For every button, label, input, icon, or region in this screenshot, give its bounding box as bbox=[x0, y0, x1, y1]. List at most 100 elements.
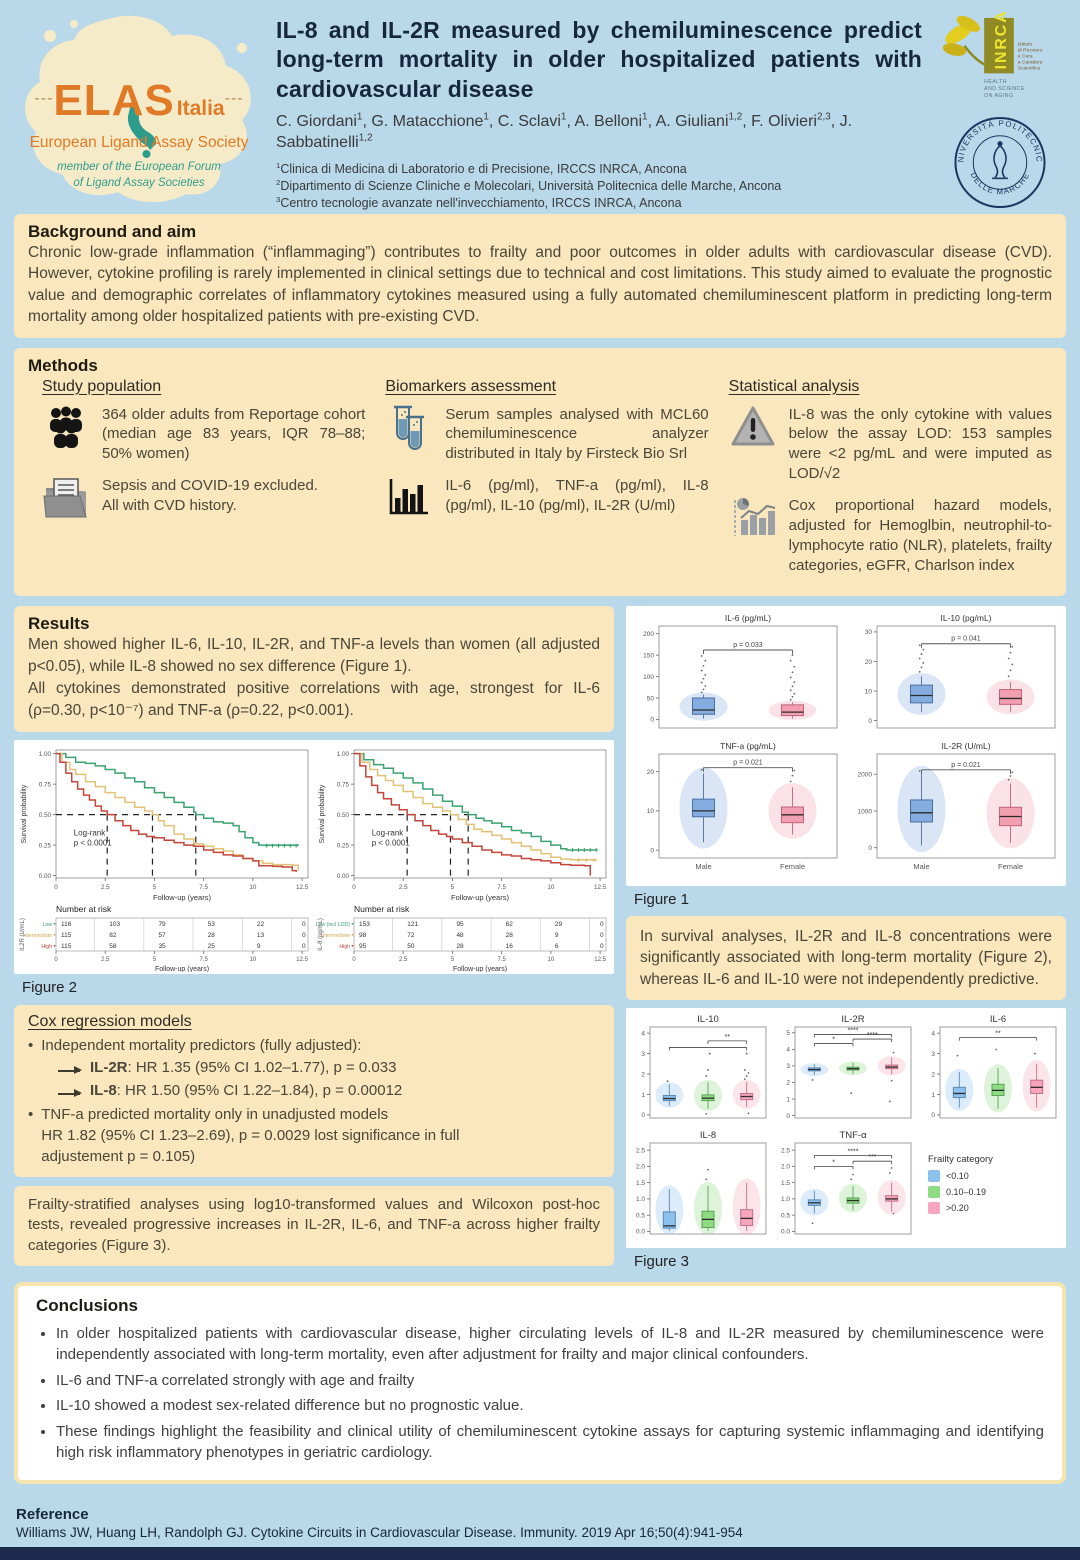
svg-text:13: 13 bbox=[257, 932, 265, 939]
records-folder-icon bbox=[42, 476, 90, 520]
svg-text:Follow-up (years): Follow-up (years) bbox=[451, 893, 509, 902]
svg-text:1.5: 1.5 bbox=[781, 1180, 790, 1187]
svg-text:p < 0.0001: p < 0.0001 bbox=[372, 839, 411, 848]
svg-text:2: 2 bbox=[641, 1071, 645, 1078]
svg-text:a Carattere: a Carattere bbox=[1018, 59, 1043, 65]
svg-text:1.00: 1.00 bbox=[39, 751, 52, 758]
affiliation: 2Dipartimento di Scienze Cliniche e Mole… bbox=[276, 177, 782, 193]
conclusion-item: IL-6 and TNF-a correlated strongly with … bbox=[56, 1371, 1044, 1392]
svg-text:TNF-a (pg/mL): TNF-a (pg/mL) bbox=[720, 741, 776, 751]
bullet-dot: • bbox=[28, 1037, 34, 1054]
conclusion-item: These findings highlight the feasibility… bbox=[56, 1422, 1044, 1463]
methods-column-1: Biomarkers assessment Serum samples anal… bbox=[385, 378, 709, 589]
svg-text:1000: 1000 bbox=[858, 808, 873, 815]
italy-boot-icon bbox=[127, 100, 157, 159]
cox-body: • Independent mortality predictors (fully… bbox=[28, 1035, 600, 1167]
warning-icon bbox=[729, 405, 777, 485]
svg-text:High: High bbox=[339, 944, 350, 950]
svg-text:Survival probability: Survival probability bbox=[319, 784, 326, 843]
legend-swatch bbox=[928, 1202, 940, 1215]
figure1-subplot-1: IL-10 (pg/mL) 0 10 20 30 p = 0.041 bbox=[865, 613, 1056, 729]
stats-chart-icon bbox=[729, 496, 777, 576]
svg-text:115: 115 bbox=[61, 943, 72, 950]
svg-text:7.5: 7.5 bbox=[497, 957, 506, 963]
svg-text:2.5: 2.5 bbox=[781, 1148, 790, 1155]
section-frailty-text: Frailty-stratified analyses using log10-… bbox=[14, 1185, 614, 1266]
bar-chart-icon bbox=[385, 476, 433, 520]
svg-text:5: 5 bbox=[451, 884, 455, 891]
svg-text:20: 20 bbox=[865, 659, 873, 666]
svg-text:25: 25 bbox=[208, 943, 216, 950]
svg-text:di Ricovero: di Ricovero bbox=[1018, 48, 1043, 54]
svg-text:3: 3 bbox=[786, 1063, 790, 1070]
svg-text:0.25: 0.25 bbox=[337, 842, 350, 849]
svg-text:Follow-up (years): Follow-up (years) bbox=[155, 966, 209, 972]
svg-text:2.5: 2.5 bbox=[101, 957, 110, 963]
svg-text:0: 0 bbox=[302, 921, 306, 928]
footer-navy-bar bbox=[0, 1547, 1080, 1560]
svg-text:0: 0 bbox=[54, 884, 58, 891]
author: F. Olivieri2,3 bbox=[751, 111, 831, 131]
svg-text:0: 0 bbox=[352, 884, 356, 891]
svg-text:Scientifico: Scientifico bbox=[1018, 65, 1041, 71]
svg-text:**: ** bbox=[995, 1031, 1001, 1038]
svg-text:5: 5 bbox=[153, 884, 157, 891]
title-block: IL-8 and IL-2R measured by chemiluminesc… bbox=[276, 10, 922, 210]
svg-text:UNIVERSITÀ POLITECNICA: UNIVERSITÀ POLITECNICA bbox=[952, 115, 1044, 163]
svg-text:Female: Female bbox=[998, 862, 1023, 871]
svg-text:2.5: 2.5 bbox=[399, 884, 408, 891]
svg-text:103: 103 bbox=[109, 921, 120, 928]
legend-swatch bbox=[928, 1170, 940, 1183]
svg-text:116: 116 bbox=[61, 921, 72, 928]
section-cox-regression: Cox regression models • Independent morta… bbox=[14, 1005, 614, 1177]
svg-text:1.5: 1.5 bbox=[636, 1180, 645, 1187]
figure1-subplot-3: IL-2R (U/mL) 0 1000 2000 Male Female p = 0.021 bbox=[858, 741, 1056, 871]
svg-text:6: 6 bbox=[555, 943, 559, 950]
svg-text:*: * bbox=[832, 1160, 835, 1167]
svg-text:0.25: 0.25 bbox=[39, 842, 52, 849]
legend-swatch bbox=[928, 1186, 940, 1199]
svg-text:0.50: 0.50 bbox=[337, 812, 350, 819]
methods-item: Sepsis and COVID-19 excluded. All with CV… bbox=[42, 476, 365, 520]
methods-column-0: Study population 364 older adults from R… bbox=[42, 378, 365, 589]
figure2-caption: Figure 2 bbox=[22, 979, 78, 996]
svg-text:79: 79 bbox=[158, 921, 166, 928]
svg-text:Low (incl LOD): Low (incl LOD) bbox=[316, 922, 351, 928]
section-results: Results Men showed higher IL-6, IL-10, I… bbox=[14, 606, 614, 732]
svg-text:1: 1 bbox=[931, 1092, 935, 1099]
svg-text:29: 29 bbox=[555, 921, 563, 928]
results-heading: Results bbox=[28, 614, 90, 633]
svg-text:7.5: 7.5 bbox=[199, 957, 208, 963]
svg-text:High: High bbox=[41, 944, 52, 950]
long-arrow-icon bbox=[58, 1065, 82, 1075]
svg-text:0: 0 bbox=[641, 1112, 645, 1119]
svg-text:Intermediate: Intermediate bbox=[23, 933, 52, 939]
svg-text:***: *** bbox=[868, 1154, 876, 1161]
svg-text:150: 150 bbox=[643, 652, 654, 659]
svg-text:48: 48 bbox=[456, 932, 464, 939]
svg-text:0: 0 bbox=[650, 717, 654, 724]
inrca-acronym: INRCA bbox=[993, 12, 1010, 69]
svg-text:35: 35 bbox=[158, 943, 166, 950]
svg-text:10: 10 bbox=[865, 688, 873, 695]
methods-item-text: IL-6 (pg/ml), TNF-a (pg/ml), IL-8 (pg/ml… bbox=[445, 477, 709, 515]
svg-text:0.75: 0.75 bbox=[337, 781, 350, 788]
section-survival-text: In survival analyses, IL-2R and IL-8 con… bbox=[626, 916, 1066, 1001]
authors-line: C. Giordani1, G. Matacchione1, C. Sclavi… bbox=[276, 111, 853, 152]
svg-text:0: 0 bbox=[868, 718, 872, 725]
svg-text:82: 82 bbox=[109, 932, 117, 939]
svg-text:12.5: 12.5 bbox=[296, 957, 308, 963]
svg-text:IL-6: IL-6 bbox=[990, 1014, 1006, 1025]
svg-text:Male: Male bbox=[913, 862, 929, 871]
svg-text:0.0: 0.0 bbox=[781, 1229, 790, 1236]
elas-wordmark: ---ELASItalia--- bbox=[14, 76, 264, 126]
svg-text:0.00: 0.00 bbox=[39, 873, 52, 880]
svg-text:p = 0.033: p = 0.033 bbox=[733, 642, 762, 649]
svg-text:9: 9 bbox=[555, 932, 559, 939]
svg-text:Number at risk: Number at risk bbox=[56, 904, 112, 914]
svg-text:20: 20 bbox=[647, 769, 655, 776]
svg-text:DELLE MARCHE: DELLE MARCHE bbox=[969, 171, 1032, 196]
svg-text:1: 1 bbox=[786, 1096, 790, 1103]
